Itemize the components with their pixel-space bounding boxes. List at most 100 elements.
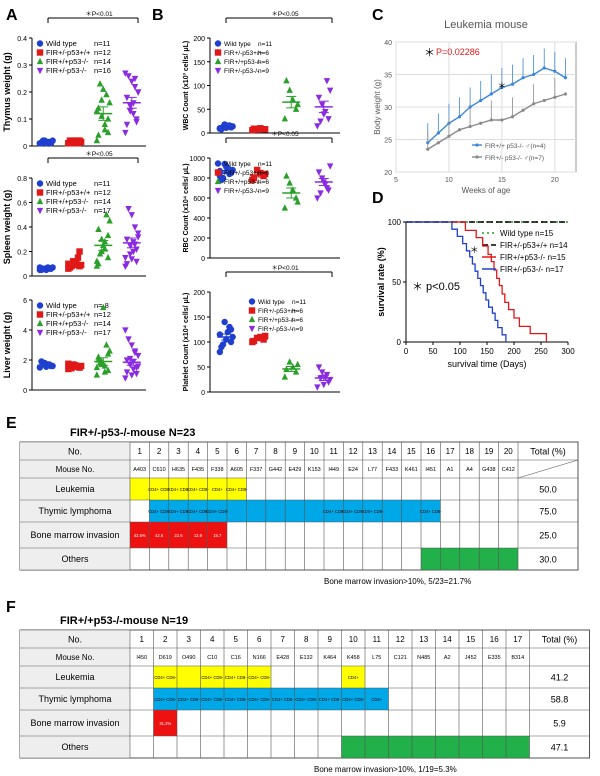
table-cell-text: 6 <box>234 447 239 456</box>
table-cell-text: E429 <box>288 467 301 473</box>
legend-label: FIR+/+p53-/- <box>224 179 261 186</box>
x-tick-label: 100 <box>453 347 467 356</box>
x-tick-label: 20 <box>551 177 559 184</box>
data-point <box>65 140 72 147</box>
table-cell-text: D619 <box>159 655 172 661</box>
cell-marker-text: CD4+ CD8- <box>272 697 294 702</box>
data-point <box>122 70 129 77</box>
legend-marker <box>36 329 44 337</box>
legend-marker <box>36 311 44 318</box>
legend-marker <box>36 57 44 65</box>
cell-marker-text: CD4+ CD8- <box>319 697 341 702</box>
data-point <box>221 318 228 326</box>
cell-marker-text: CD4+ CD8- <box>148 487 170 492</box>
data-point <box>131 349 139 357</box>
data-point <box>128 212 135 219</box>
cell-marker-text: CD4+ CD8- <box>342 509 364 514</box>
status-cell <box>388 736 412 758</box>
data-point <box>101 126 109 133</box>
data-point <box>104 231 112 239</box>
cell-marker-text: 31.2% <box>159 721 171 726</box>
table-cell-text: 11 <box>373 635 382 644</box>
status-cell <box>188 522 208 548</box>
legend-label: Wild type <box>224 41 251 48</box>
table-cell-text: 12 <box>349 447 358 456</box>
data-point <box>317 190 324 197</box>
scatter-chart-a2: 0 0.2 0.4 0.6 0.8 Spleen weight (g) ＊P<0.05 Wil… <box>2 151 146 281</box>
legend-n: n=9 <box>292 326 303 333</box>
data-point <box>289 186 297 193</box>
data-point <box>314 195 321 202</box>
legend-n: n=17 <box>94 206 111 215</box>
data-point <box>128 372 135 379</box>
data-point <box>130 111 137 118</box>
survival-curve-2 <box>406 221 548 342</box>
table-cell-text: 16 <box>426 447 435 456</box>
y-tick-label: 40 <box>384 40 392 47</box>
status-cell <box>362 500 383 522</box>
status-cell <box>177 666 201 688</box>
status-cell <box>227 500 247 522</box>
status-cell <box>149 500 169 522</box>
table-cell-text: F435 <box>192 467 205 473</box>
data-point <box>122 327 129 334</box>
legend-n: n=12 <box>94 48 111 57</box>
data-point <box>468 124 472 129</box>
status-cell <box>224 666 248 688</box>
data-point <box>326 163 334 170</box>
data-point <box>563 76 568 80</box>
table-cell-text: A403 <box>133 467 146 473</box>
y-tick-label: 0 <box>201 131 205 138</box>
status-cell <box>265 500 286 522</box>
data-point <box>103 210 110 218</box>
series-line-1 <box>427 93 566 150</box>
data-point <box>489 92 493 96</box>
data-point <box>128 78 135 85</box>
y-tick-label: 0.2 <box>17 90 27 97</box>
legend-label: FIR+/+p53-/- n=15 <box>500 253 566 262</box>
y-tick-label: 0.2 <box>17 250 27 257</box>
legend-label: FIR+/+p53-/- <box>46 197 89 206</box>
status-cell <box>440 548 460 570</box>
data-point <box>436 131 440 135</box>
y-tick-label: 150 <box>193 60 205 67</box>
panel-label-f: F <box>6 599 16 616</box>
table-cell-text: A2 <box>444 655 451 661</box>
legend-marker <box>36 49 44 56</box>
legend-n: n=12 <box>94 188 111 197</box>
data-point <box>314 384 321 391</box>
legend-label: Wild type <box>224 161 251 168</box>
status-cell <box>498 548 518 570</box>
x-tick-label: 250 <box>534 347 548 356</box>
table-cell-text: 75.0 <box>539 507 557 517</box>
legend-n: n= 8 <box>94 301 109 310</box>
table-cell-text: F337 <box>250 467 263 473</box>
data-point <box>521 108 525 112</box>
table-cell-text: 47.1 <box>551 743 569 753</box>
table-cell-text: Total (%) <box>530 447 566 457</box>
data-point <box>281 204 289 211</box>
table-cell-text: 25.0 <box>539 531 557 541</box>
x-tick-label: 200 <box>507 347 521 356</box>
table-cell-text: 17 <box>513 635 522 644</box>
y-tick-label: 0.6 <box>17 201 27 208</box>
row-label: Thymic lymphoma <box>38 506 111 516</box>
label-column-bg <box>20 442 130 570</box>
data-point <box>123 94 131 102</box>
status-cell <box>435 736 459 758</box>
status-cell <box>149 522 169 548</box>
legend-label: FIR+/-p53+/+ <box>224 50 263 57</box>
data-point <box>95 259 102 267</box>
table-cell-text: Total (%) <box>542 635 578 645</box>
y-tick-label: 600 <box>193 196 205 203</box>
data-point <box>123 121 131 129</box>
data-point <box>283 172 290 179</box>
data-point <box>227 326 235 333</box>
table-cell-text: 12 <box>396 635 405 644</box>
cell-marker-text: CD4+ CD8- <box>178 697 200 702</box>
chart-title: Leukemia mouse <box>444 19 528 31</box>
data-point <box>521 76 525 80</box>
table-footnote: Bone marrow invasion>10%, 5/23=21.7% <box>324 577 471 586</box>
